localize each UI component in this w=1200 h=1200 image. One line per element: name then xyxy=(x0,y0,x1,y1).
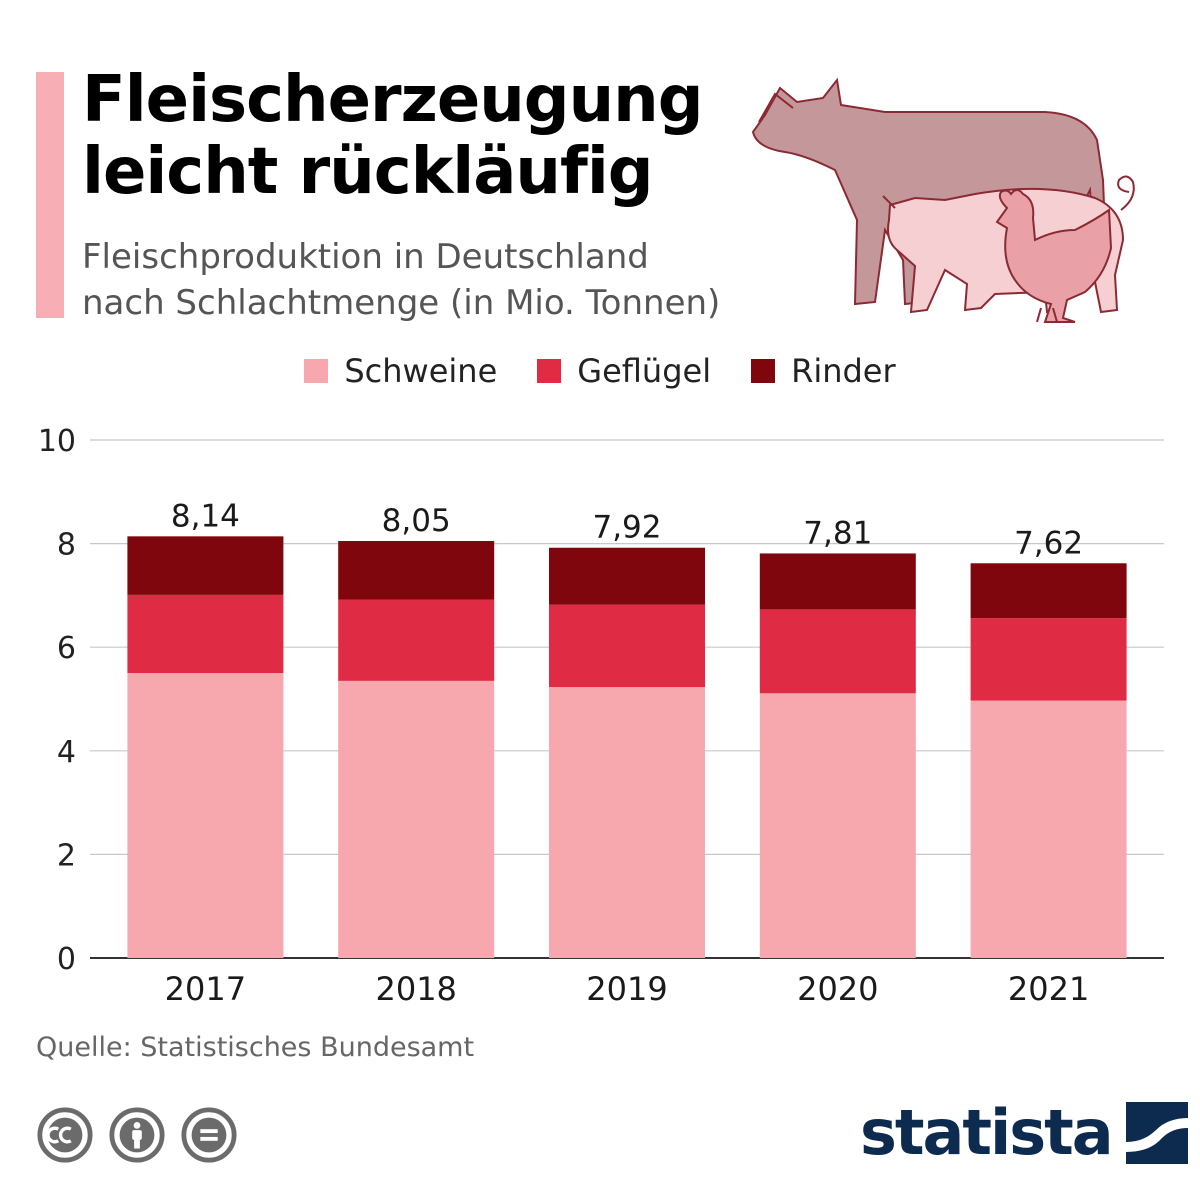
by-icon[interactable] xyxy=(108,1106,166,1164)
bar-rinder-2017 xyxy=(127,536,284,595)
animals-illustration xyxy=(751,77,1135,323)
nd-icon[interactable] xyxy=(180,1106,238,1164)
bar-geflügel-2017 xyxy=(127,594,284,674)
accent-bar xyxy=(36,72,64,318)
source-note: Quelle: Statistisches Bundesamt xyxy=(36,1032,475,1063)
legend-label-gefluegel: Geflügel xyxy=(577,352,712,390)
legend-label-rinder: Rinder xyxy=(791,352,896,390)
bar-geflügel-2020 xyxy=(759,609,916,694)
subtitle-line-2: nach Schlachtmenge (in Mio. Tonnen) xyxy=(82,283,721,323)
y-tick-label: 8 xyxy=(57,528,76,563)
cc-icon[interactable] xyxy=(36,1106,94,1164)
bar-rinder-2021 xyxy=(970,563,1127,619)
statista-brand[interactable]: statista xyxy=(860,1098,1188,1168)
title-line-2: leicht rückläufig xyxy=(82,135,654,209)
y-tick-label: 4 xyxy=(57,735,76,770)
statista-logo-icon xyxy=(1125,1102,1188,1164)
chart-legend: Schweine Geflügel Rinder xyxy=(0,348,1200,394)
page-subtitle: Fleischproduktion in Deutschland nach Sc… xyxy=(82,234,802,326)
bar-schweine-2020 xyxy=(759,693,916,958)
x-tick-label-2019: 2019 xyxy=(586,970,667,1008)
bar-rinder-2020 xyxy=(759,553,916,610)
bar-geflügel-2021 xyxy=(970,618,1127,701)
bar-schweine-2017 xyxy=(127,673,284,958)
y-tick-label: 10 xyxy=(38,424,76,459)
legend-swatch-rinder xyxy=(751,359,776,383)
bar-rinder-2019 xyxy=(549,547,705,605)
legend-item-gefluegel: Geflügel xyxy=(537,352,711,390)
total-label-2021: 7,62 xyxy=(1014,525,1083,561)
legend-item-schweine: Schweine xyxy=(304,352,497,390)
total-label-2019: 7,92 xyxy=(592,510,661,546)
x-tick-label-2018: 2018 xyxy=(375,970,456,1008)
bar-rinder-2018 xyxy=(338,541,495,600)
y-tick-label: 6 xyxy=(57,631,76,666)
x-tick-label-2017: 2017 xyxy=(165,970,246,1008)
legend-item-rinder: Rinder xyxy=(751,352,896,390)
total-label-2017: 8,14 xyxy=(171,498,240,534)
legend-swatch-schweine xyxy=(304,359,329,383)
x-tick-label-2021: 2021 xyxy=(1008,970,1089,1008)
bar-geflügel-2018 xyxy=(338,599,495,681)
labels-layer: 0 2 4 6 8 10 8,14 2017 8,05 2018 7,92 2019 7,81 2020 7… xyxy=(38,424,1090,1008)
bars-layer xyxy=(127,536,1127,958)
total-label-2020: 7,81 xyxy=(803,515,872,551)
subtitle-line-1: Fleischproduktion in Deutschland xyxy=(82,237,649,277)
bar-schweine-2021 xyxy=(970,700,1127,958)
bar-schweine-2019 xyxy=(549,687,705,958)
y-tick-label: 0 xyxy=(57,942,76,977)
page-title: Fleischerzeugung leicht rückläufig xyxy=(82,64,782,208)
title-line-1: Fleischerzeugung xyxy=(82,63,704,137)
license-icons xyxy=(36,1106,238,1164)
legend-label-schweine: Schweine xyxy=(344,352,498,390)
bar-schweine-2018 xyxy=(338,680,495,958)
bar-geflügel-2019 xyxy=(549,604,705,688)
chicken-icon xyxy=(995,189,1113,323)
x-tick-label-2020: 2020 xyxy=(797,970,878,1008)
y-tick-label: 2 xyxy=(57,838,76,873)
total-label-2018: 8,05 xyxy=(382,503,451,539)
brand-text: statista xyxy=(860,1096,1114,1169)
stacked-bar-chart: 0 2 4 6 8 10 8,14 2017 8,05 2018 7,92 2019 7,81 2020 7… xyxy=(38,424,1164,1008)
legend-swatch-gefluegel xyxy=(537,359,562,383)
